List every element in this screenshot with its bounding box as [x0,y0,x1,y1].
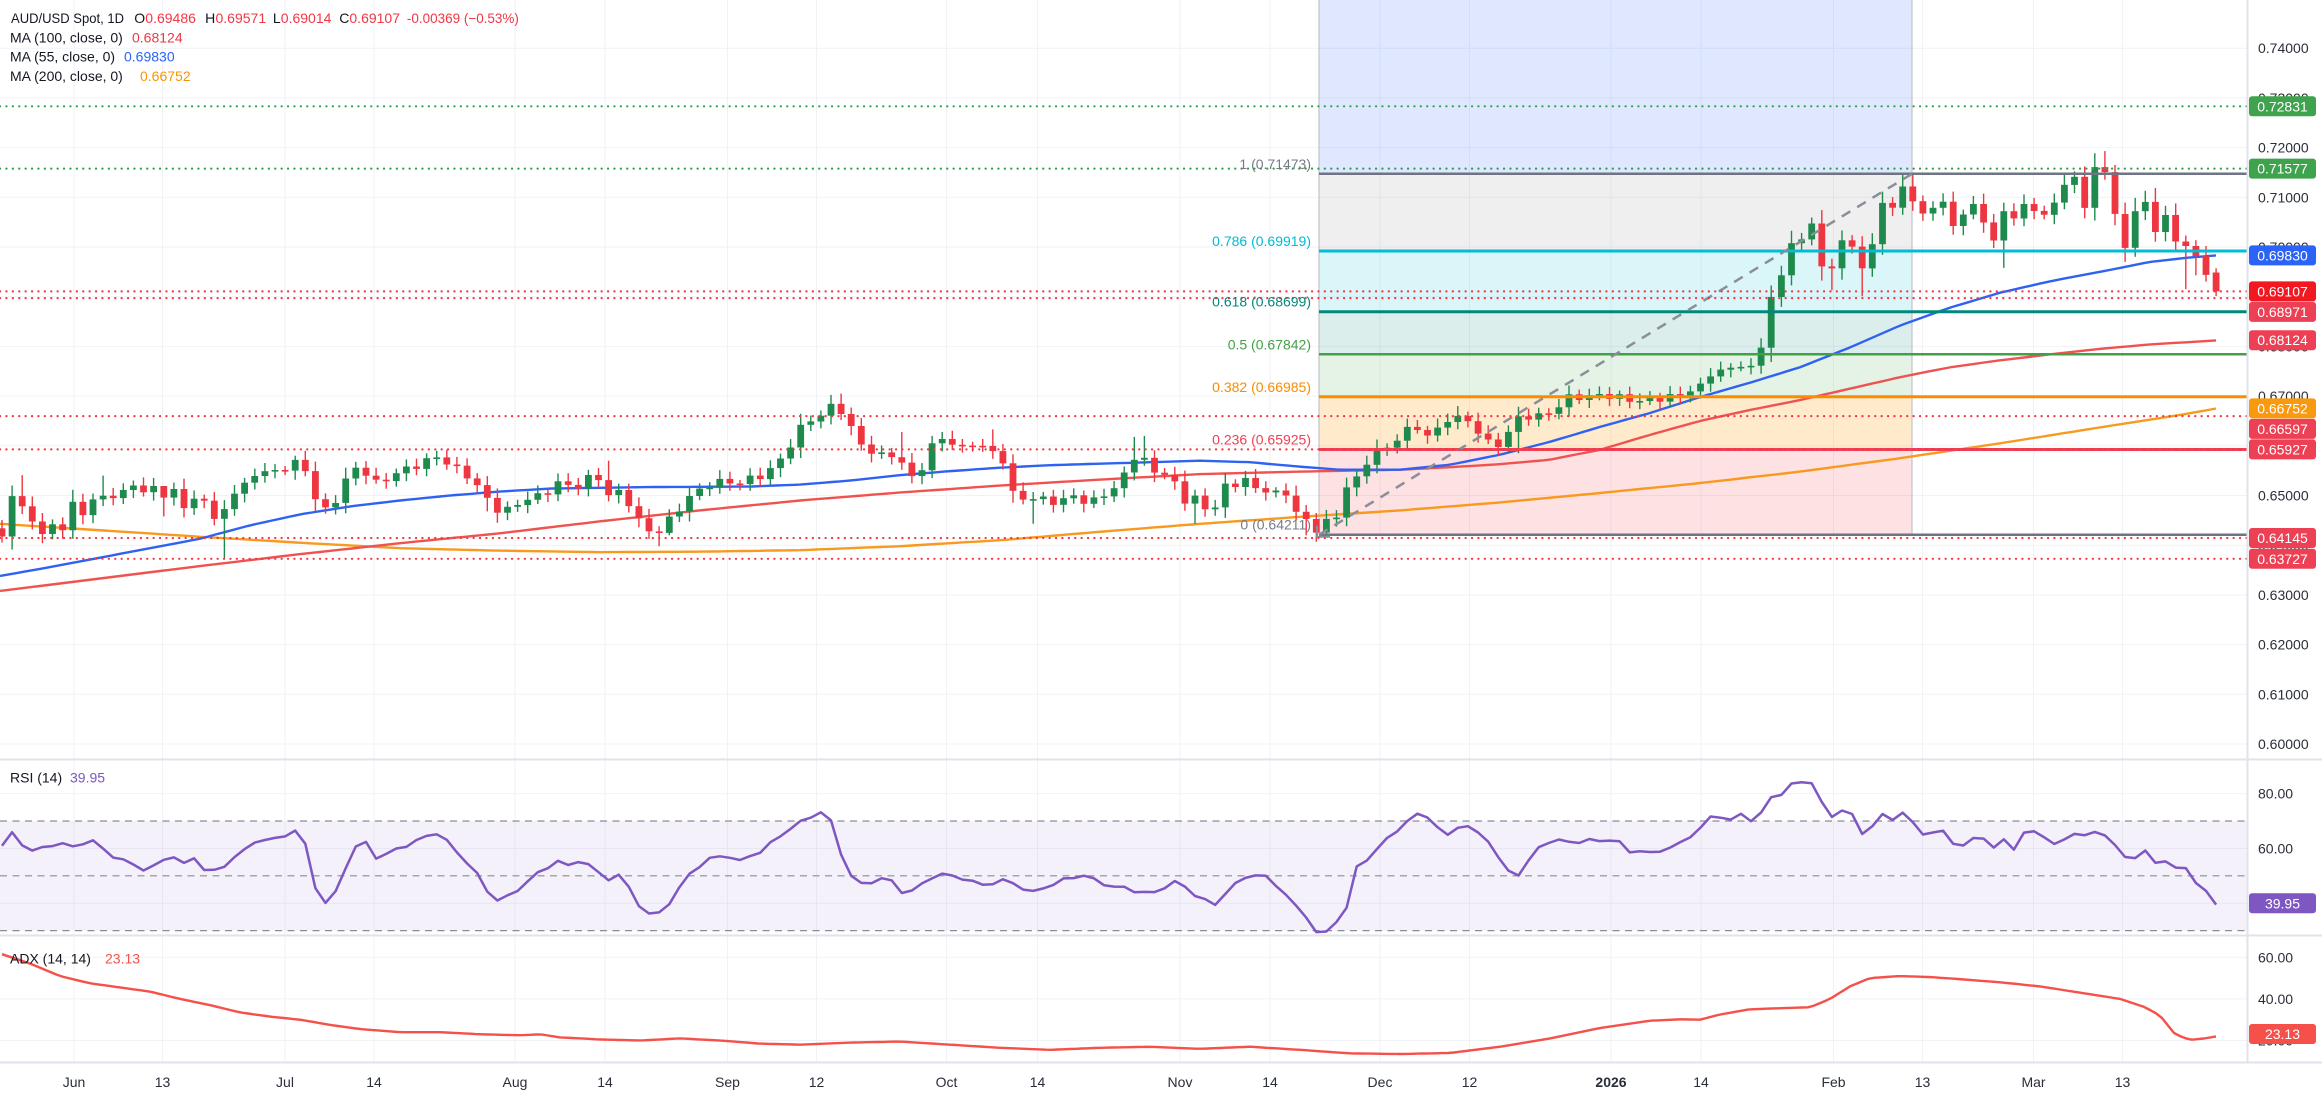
svg-text:0.63727: 0.63727 [2257,551,2308,567]
svg-text:L: L [273,10,281,26]
svg-text:23.13: 23.13 [105,951,140,967]
svg-text:H: H [205,10,215,26]
svg-text:39.95: 39.95 [70,770,105,786]
svg-text:40.00: 40.00 [2258,991,2293,1007]
svg-text:0.72000: 0.72000 [2258,140,2309,156]
svg-text:14: 14 [1693,1074,1709,1090]
svg-text:Mar: Mar [2021,1074,2045,1090]
svg-text:Oct: Oct [936,1074,958,1090]
svg-text:0.69830: 0.69830 [2257,247,2308,263]
svg-text:AUD/USD Spot, 1D: AUD/USD Spot, 1D [11,10,124,26]
svg-text:39.95: 39.95 [2265,895,2300,911]
svg-text:Sep: Sep [715,1074,740,1090]
svg-text:0.69107: 0.69107 [2257,283,2308,299]
svg-text:80.00: 80.00 [2258,786,2293,802]
svg-text:0.69830: 0.69830 [124,49,175,65]
svg-text:0.382 (0.66985): 0.382 (0.66985) [1212,379,1311,395]
svg-text:Dec: Dec [1368,1074,1393,1090]
svg-text:0.64145: 0.64145 [2257,530,2308,546]
svg-text:0 (0.64211): 0 (0.64211) [1240,517,1311,533]
svg-text:0.69571: 0.69571 [216,10,267,26]
svg-text:Jun: Jun [63,1074,86,1090]
svg-text:0.5 (0.67842): 0.5 (0.67842) [1228,336,1311,352]
svg-text:23.13: 23.13 [2265,1026,2300,1042]
svg-text:0.71000: 0.71000 [2258,189,2309,205]
svg-text:Aug: Aug [503,1074,528,1090]
svg-text:0.68124: 0.68124 [2257,332,2308,348]
svg-text:ADX (14, 14): ADX (14, 14) [10,951,91,967]
svg-text:0.60000: 0.60000 [2258,736,2309,752]
svg-text:0.65000: 0.65000 [2258,488,2309,504]
svg-text:0.786 (0.69919): 0.786 (0.69919) [1212,233,1311,249]
svg-text:13: 13 [1915,1074,1931,1090]
svg-text:0.62000: 0.62000 [2258,637,2309,653]
svg-text:0.71577: 0.71577 [2257,161,2308,177]
svg-text:Feb: Feb [1821,1074,1845,1090]
svg-text:0.66752: 0.66752 [140,68,191,84]
svg-text:0.61000: 0.61000 [2258,686,2309,702]
svg-text:14: 14 [366,1074,382,1090]
svg-text:60.00: 60.00 [2258,840,2293,856]
svg-text:C: C [339,10,349,26]
svg-text:1 (0.71473): 1 (0.71473) [1239,156,1311,172]
svg-text:0.236 (0.65925): 0.236 (0.65925) [1212,432,1311,448]
svg-text:0.66597: 0.66597 [2257,421,2308,437]
svg-text:RSI (14): RSI (14) [10,770,62,786]
svg-text:-0.00369 (−0.53%): -0.00369 (−0.53%) [407,10,519,26]
svg-text:2026: 2026 [1595,1074,1626,1090]
svg-text:0.69107: 0.69107 [349,10,400,26]
svg-text:0.618 (0.68699): 0.618 (0.68699) [1212,294,1311,310]
svg-text:0.68124: 0.68124 [132,29,183,45]
svg-text:0.66752: 0.66752 [2257,400,2308,416]
svg-text:12: 12 [1462,1074,1478,1090]
svg-text:0.74000: 0.74000 [2258,40,2309,56]
svg-text:Jul: Jul [276,1074,294,1090]
svg-text:MA (55, close, 0): MA (55, close, 0) [10,49,115,65]
svg-text:MA (200, close, 0): MA (200, close, 0) [10,68,123,84]
svg-text:0.72831: 0.72831 [2257,98,2308,114]
svg-text:0.69486: 0.69486 [145,10,196,26]
svg-text:0.63000: 0.63000 [2258,587,2309,603]
svg-text:12: 12 [809,1074,825,1090]
svg-text:0.65927: 0.65927 [2257,441,2308,457]
svg-text:0.68971: 0.68971 [2257,304,2308,320]
svg-text:14: 14 [1262,1074,1278,1090]
svg-text:Nov: Nov [1168,1074,1193,1090]
svg-text:MA (100, close, 0): MA (100, close, 0) [10,29,123,45]
svg-text:O: O [134,10,145,26]
svg-text:13: 13 [2115,1074,2131,1090]
svg-text:13: 13 [155,1074,171,1090]
svg-text:60.00: 60.00 [2258,949,2293,965]
svg-text:14: 14 [1030,1074,1046,1090]
svg-text:14: 14 [597,1074,613,1090]
svg-text:0.69014: 0.69014 [281,10,332,26]
